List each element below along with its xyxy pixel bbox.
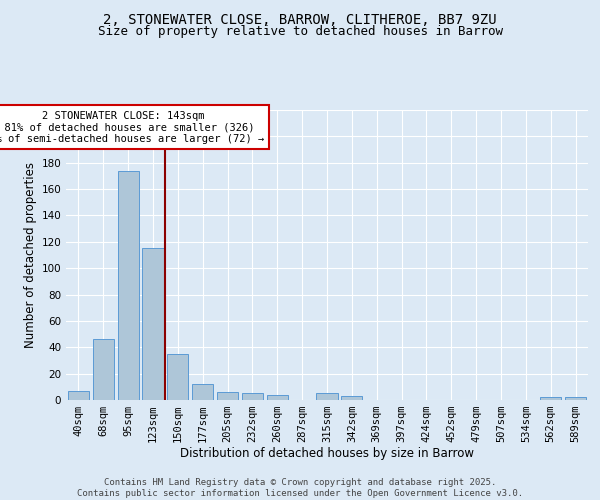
Bar — [118, 170, 139, 400]
Bar — [267, 394, 288, 400]
Bar — [93, 340, 114, 400]
Y-axis label: Number of detached properties: Number of detached properties — [24, 162, 37, 348]
Text: 2, STONEWATER CLOSE, BARROW, CLITHEROE, BB7 9ZU: 2, STONEWATER CLOSE, BARROW, CLITHEROE, … — [103, 12, 497, 26]
Bar — [68, 391, 89, 400]
Bar — [142, 248, 164, 400]
Bar — [316, 394, 338, 400]
Bar — [341, 396, 362, 400]
Bar — [167, 354, 188, 400]
Bar — [540, 398, 561, 400]
Bar — [242, 394, 263, 400]
Text: 2 STONEWATER CLOSE: 143sqm
← 81% of detached houses are smaller (326)
18% of sem: 2 STONEWATER CLOSE: 143sqm ← 81% of deta… — [0, 110, 264, 144]
Text: Contains HM Land Registry data © Crown copyright and database right 2025.
Contai: Contains HM Land Registry data © Crown c… — [77, 478, 523, 498]
Bar — [217, 392, 238, 400]
Text: Size of property relative to detached houses in Barrow: Size of property relative to detached ho… — [97, 25, 503, 38]
Bar — [565, 398, 586, 400]
X-axis label: Distribution of detached houses by size in Barrow: Distribution of detached houses by size … — [180, 446, 474, 460]
Bar — [192, 384, 213, 400]
